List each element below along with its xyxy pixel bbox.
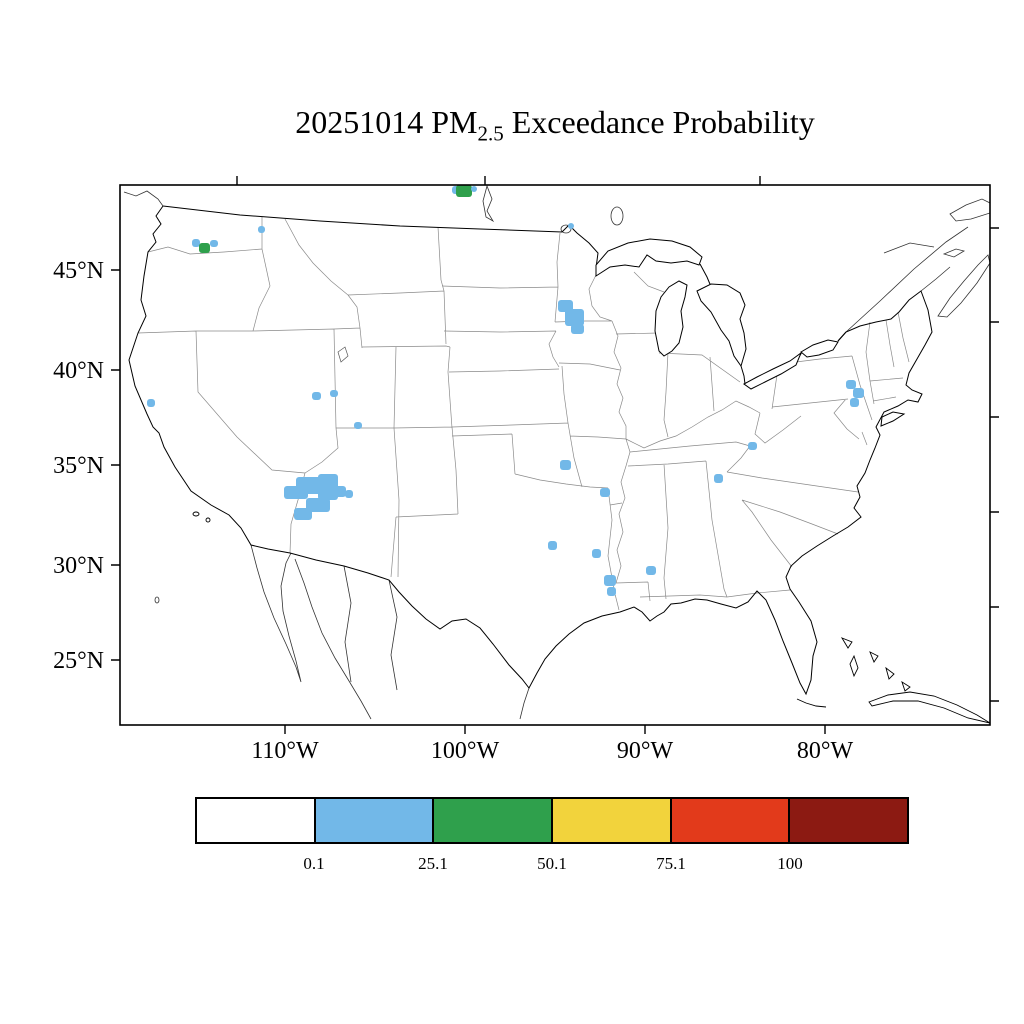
lat-label-25n: 25°N (53, 648, 104, 674)
probability-patch-manitoba-border (456, 185, 472, 197)
probability-patch-new-jersey (853, 388, 864, 398)
probability-patch-arizona-north (296, 477, 322, 494)
top-ticks (236, 176, 761, 185)
probability-patch-new-jersey-south (850, 398, 859, 407)
map-geography (123, 185, 990, 724)
probability-patch-louisiana-west (604, 575, 616, 586)
lon-label-90w: 90°W (617, 738, 674, 764)
colorbar-segment-1 (315, 799, 435, 842)
lake-michigan (654, 280, 688, 357)
probability-patch-oklahoma-arkansas-border (560, 460, 571, 470)
bottom-ticks (284, 725, 826, 734)
lake-huron (696, 283, 747, 368)
probability-patch-kentucky-virginia-border (748, 442, 757, 450)
canada-border (162, 205, 599, 269)
probability-patch-idaho-panhandle (258, 226, 265, 233)
plot-title: 20251014 PM2.5 Exceedance Probability (120, 104, 990, 146)
lon-label-110w: 110°W (251, 738, 319, 764)
right-ticks (990, 227, 999, 702)
probability-patch-northern-california (147, 399, 155, 407)
lat-label-35n: 35°N (53, 453, 104, 479)
probability-patch-mississippi (646, 566, 656, 575)
probability-patch-arkansas-southwest (600, 488, 610, 497)
colorbar-labels: 0.1 25.1 50.1 75.1 100 (195, 854, 909, 878)
probability-patch-minnesota-canada-border (568, 223, 574, 229)
lake-erie (743, 351, 803, 390)
plot-title-suffix: Exceedance Probability (503, 104, 815, 140)
colorbar-segment-0 (197, 799, 316, 842)
probability-patch-nevada-utah-border (312, 392, 321, 400)
great-lakes (595, 238, 839, 390)
colorbar-tick-label-25.1: 25.1 (418, 854, 448, 873)
probability-patch-minnesota-wisconsin (565, 309, 584, 326)
probability-patch-utah-northwest (330, 390, 338, 397)
nation-outline (128, 205, 933, 696)
probability-patch-utah-central (354, 422, 362, 429)
lat-label-45n: 45°N (53, 258, 104, 284)
mexico-details (154, 544, 530, 720)
probability-patch-washington-northwest (192, 239, 200, 247)
caribbean-details (192, 511, 990, 724)
plot-title-subscript: 2.5 (477, 121, 504, 146)
axis-ticks (111, 176, 999, 734)
probability-patch-arizona-central (318, 474, 338, 500)
colorbar-tick-label-50.1: 50.1 (537, 854, 567, 873)
map-frame (119, 184, 991, 726)
left-ticks (111, 269, 120, 661)
probability-patch-minnesota-south (571, 324, 584, 334)
probability-patch-louisiana-south (607, 587, 616, 596)
patches-layer (147, 185, 864, 596)
probability-patch-washington-puget (199, 243, 210, 253)
lon-label-100w: 100°W (431, 738, 500, 764)
colorbar (195, 797, 909, 844)
great-salt-lake (337, 346, 349, 363)
state-borders (137, 217, 910, 611)
plot-title-prefix: 20251014 PM (295, 104, 478, 140)
long-island (880, 411, 906, 427)
axis-labels: 45°N 40°N 35°N 30°N 25°N 110°W 100°W 90°… (53, 258, 853, 764)
colorbar-tick-label-100: 100 (777, 854, 803, 873)
colorbar-segment-3 (553, 799, 672, 842)
colorbar-segment-2 (434, 799, 554, 842)
lake-superior (595, 238, 703, 277)
probability-patch-washington-north (210, 240, 218, 247)
probability-patch-texas-louisiana-border (592, 549, 601, 558)
probability-patch-manitoba-border-east (471, 186, 477, 192)
lat-label-30n: 30°N (53, 553, 104, 579)
lake-ontario (800, 339, 839, 358)
colorbar-segment-4 (671, 799, 791, 842)
probability-patch-arizona-south-central (306, 498, 330, 512)
lat-label-40n: 40°N (53, 358, 104, 384)
lon-label-80w: 80°W (797, 738, 854, 764)
probability-patch-arizona-southwest (294, 508, 312, 520)
probability-patch-new-york-new-jersey-north (846, 380, 856, 389)
probability-patch-arizona-far-east (345, 490, 353, 498)
probability-patch-east-texas (548, 541, 557, 550)
canada-details (123, 185, 990, 333)
colorbar-segment-5 (790, 799, 908, 842)
probability-patch-georgia-tennessee-border (714, 474, 723, 483)
probability-patch-arizona-east (334, 486, 346, 497)
colorbar-tick-label-75.1: 75.1 (656, 854, 686, 873)
colorbar-tick-label-0.1: 0.1 (303, 854, 325, 873)
